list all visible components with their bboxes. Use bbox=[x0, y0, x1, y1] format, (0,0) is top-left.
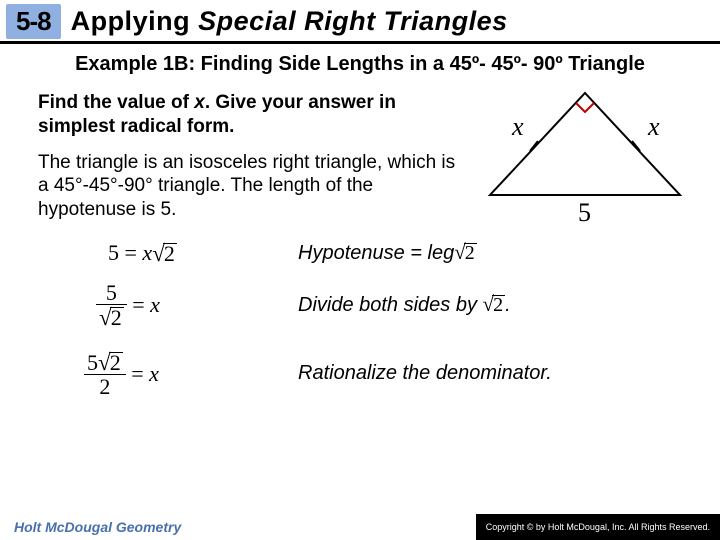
footer-copyright: Copyright © by Holt McDougal, Inc. All R… bbox=[476, 514, 720, 540]
slide-title: Applying Special Right Triangles bbox=[71, 6, 508, 37]
triangle-diagram: x x 5 bbox=[470, 75, 700, 230]
section-number-badge: 5-8 bbox=[6, 4, 61, 39]
eq2-rhs: x bbox=[150, 292, 160, 318]
eq2-numerator: 5 bbox=[96, 281, 127, 305]
expl1-radical: 2 bbox=[464, 243, 477, 263]
instr-variable: x bbox=[194, 92, 205, 113]
eq3-num-n: 5 bbox=[87, 350, 98, 375]
expl2-text: Divide both sides by bbox=[298, 294, 483, 316]
slide-header: 5-8 Applying Special Right Triangles bbox=[0, 0, 720, 44]
slide-body: Find the value of x. Give your answer in… bbox=[0, 81, 720, 430]
expl1-text: Hypotenuse = leg bbox=[298, 242, 454, 264]
equation-3: 52 2 = x bbox=[84, 350, 159, 398]
eq3-num-rad: 2 bbox=[109, 352, 123, 374]
slide-footer: Holt McDougal Geometry Copyright © by Ho… bbox=[0, 514, 720, 540]
triangle-base-label: 5 bbox=[578, 198, 591, 225]
title-emphasis: Special Right Triangles bbox=[198, 6, 508, 36]
equation-2: 5 2 = x bbox=[96, 280, 160, 329]
expl2-post: . bbox=[505, 294, 511, 316]
explanation-text: The triangle is an isosceles right trian… bbox=[38, 151, 468, 222]
explanation-2: Divide both sides by 2. bbox=[298, 292, 511, 317]
eq3-denominator: 2 bbox=[84, 375, 126, 398]
eq2-denominator-rad: 2 bbox=[110, 307, 124, 329]
title-prefix: Applying bbox=[71, 6, 199, 36]
eq1-lhs: 5 bbox=[108, 240, 119, 266]
explanation-1: Hypotenuse = leg 2 bbox=[298, 240, 477, 265]
eq1-x: x bbox=[142, 240, 152, 266]
equation-1: 5 = x 2 bbox=[108, 240, 177, 267]
solution-steps: 5 = x 2 Hypotenuse = leg 2 5 2 = x Divide… bbox=[38, 240, 700, 430]
expl2-radical: 2 bbox=[492, 295, 505, 315]
explanation-3: Rationalize the denominator. bbox=[298, 362, 552, 385]
triangle-right-label: x bbox=[647, 112, 660, 141]
eq3-rhs: x bbox=[149, 361, 159, 387]
footer-left-text: Holt McDougal Geometry bbox=[0, 519, 181, 535]
triangle-left-label: x bbox=[511, 112, 524, 141]
instruction-text: Find the value of x. Give your answer in… bbox=[38, 91, 438, 139]
instr-prefix: Find the value of bbox=[38, 92, 194, 113]
eq1-radical: 2 bbox=[163, 243, 177, 265]
